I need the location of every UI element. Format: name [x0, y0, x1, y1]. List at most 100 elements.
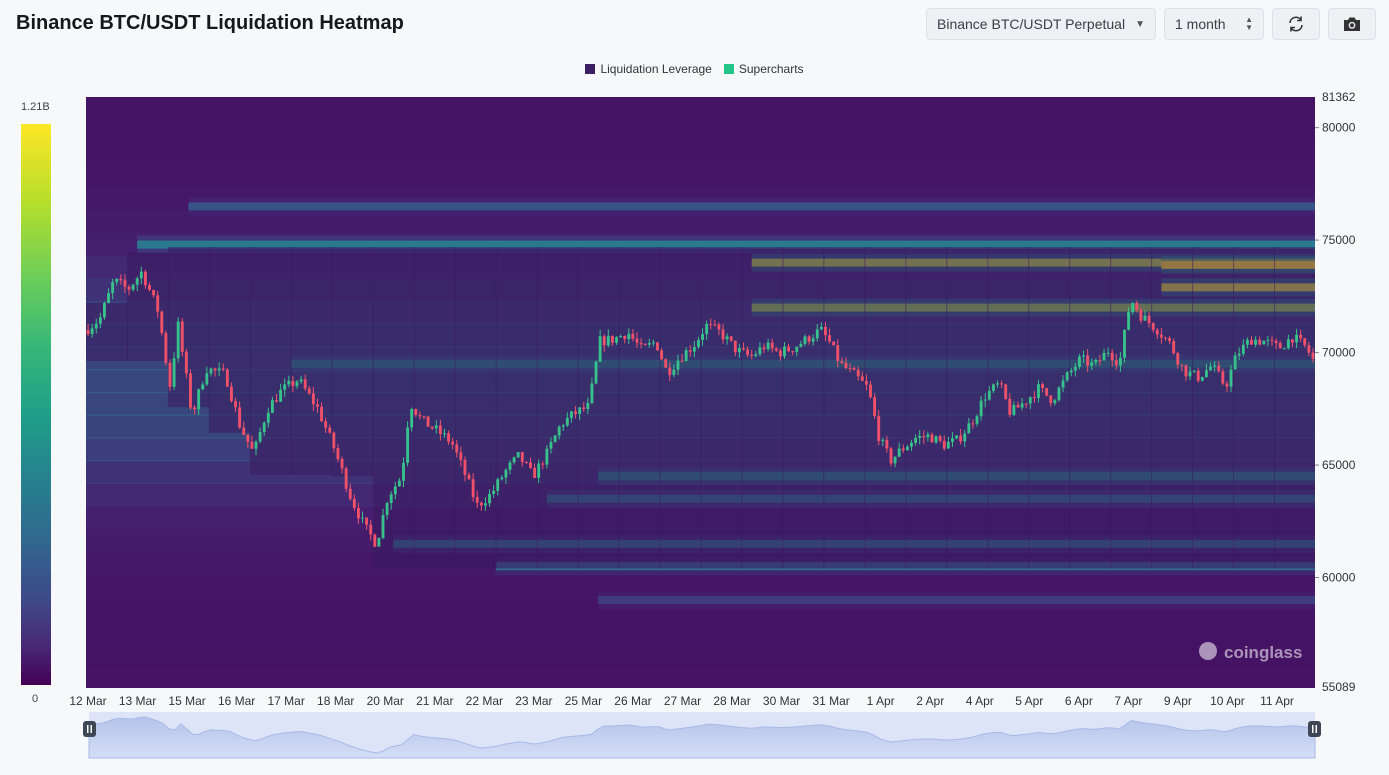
candle-body	[1020, 403, 1024, 408]
cleared-zone	[618, 247, 661, 569]
candle-body	[348, 488, 352, 499]
x-tick-label: 27 Mar	[664, 694, 701, 708]
candle-body	[844, 362, 848, 369]
cleared-zone	[372, 247, 415, 569]
candle-body	[119, 278, 123, 281]
candle-body	[598, 336, 602, 362]
candle-body	[1184, 365, 1188, 377]
y-axis: 81362 55089 80000 75000 70000 65000 60000	[1315, 90, 1356, 694]
time-navigator[interactable]	[83, 712, 1321, 759]
legend-item-supercharts[interactable]: Supercharts	[723, 62, 804, 76]
candle-body	[729, 336, 733, 341]
candle-body	[1192, 370, 1196, 372]
refresh-icon	[1289, 16, 1303, 32]
candle-body	[713, 324, 717, 326]
candle-body	[483, 503, 487, 506]
candle-body	[615, 337, 618, 343]
navigator-right-handle[interactable]	[1308, 721, 1321, 737]
candle-body	[631, 333, 635, 339]
x-tick-label: 20 Mar	[367, 694, 404, 708]
cleared-zone	[249, 247, 292, 475]
heatmap-glow	[86, 119, 1315, 144]
candle-body	[606, 335, 610, 346]
candle-body	[168, 362, 172, 387]
candle-body	[164, 332, 168, 363]
candle-body	[1291, 339, 1294, 343]
candle-body	[549, 442, 553, 449]
candle-body	[516, 452, 520, 458]
candle-body	[766, 342, 770, 350]
x-tick-label: 15 Mar	[168, 694, 205, 708]
candle-body	[926, 434, 930, 438]
x-tick-label: 11 Apr	[1260, 694, 1294, 708]
candle-body	[94, 323, 98, 329]
candle-body	[512, 457, 516, 463]
candle-body	[737, 348, 741, 353]
cleared-zone	[290, 247, 333, 475]
caret-down-icon: ▼	[1135, 18, 1145, 30]
candle-body	[742, 348, 745, 350]
candle-body	[668, 367, 672, 376]
candle-body	[803, 336, 807, 344]
candle-body	[664, 359, 668, 368]
candle-body	[651, 342, 655, 344]
refresh-button[interactable]	[1272, 8, 1320, 40]
screenshot-button[interactable]	[1328, 8, 1376, 40]
candle-body	[1209, 366, 1212, 371]
candle-body	[434, 425, 438, 429]
candle-body	[836, 345, 840, 362]
candle-body	[672, 369, 676, 376]
candle-body	[1147, 315, 1151, 324]
candle-body	[426, 416, 430, 427]
candle-body	[1245, 339, 1249, 345]
candle-body	[967, 423, 971, 434]
candle-body	[361, 517, 364, 519]
candle-body	[811, 338, 815, 342]
candle-body	[262, 422, 266, 433]
candle-body	[520, 452, 524, 463]
candle-body	[455, 444, 459, 453]
x-tick-label: 6 Apr	[1065, 694, 1093, 708]
candle-body	[574, 411, 577, 415]
candle-body	[287, 380, 291, 385]
candle-body	[1221, 371, 1225, 384]
heatmap-plot-area[interactable]	[86, 96, 1316, 688]
candle-body	[717, 324, 721, 330]
cleared-zone	[1192, 247, 1235, 569]
x-tick-label: 12 Mar	[69, 694, 106, 708]
x-tick-label: 17 Mar	[267, 694, 304, 708]
pair-select[interactable]: Binance BTC/USDT Perpetual ▼	[926, 8, 1156, 40]
legend-item-liquidation-leverage[interactable]: Liquidation Leverage	[585, 62, 712, 76]
navigator-left-handle[interactable]	[83, 721, 96, 737]
candle-body	[266, 412, 270, 423]
candle-body	[570, 411, 573, 418]
candle-body	[1299, 334, 1303, 339]
candle-body	[1127, 312, 1131, 330]
candle-body	[1098, 359, 1102, 361]
candle-body	[787, 346, 791, 352]
candle-body	[647, 342, 651, 345]
legend-swatch	[585, 64, 596, 74]
candle-body	[291, 380, 295, 387]
candle-body	[1196, 370, 1200, 381]
heatmap-glow	[86, 619, 1315, 644]
candle-body	[492, 490, 496, 494]
candle-body	[934, 436, 938, 443]
candle-body	[860, 376, 864, 381]
candle-body	[885, 439, 889, 449]
candle-body	[316, 404, 319, 407]
candle-body	[397, 480, 401, 487]
candle-body	[1082, 355, 1085, 357]
candle-body	[1303, 338, 1307, 346]
x-tick-label: 23 Mar	[515, 694, 552, 708]
candle-body	[131, 284, 135, 290]
candle-body	[123, 280, 127, 287]
candle-body	[303, 379, 307, 389]
candle-body	[307, 388, 311, 394]
candle-body	[1164, 337, 1167, 339]
candle-body	[795, 346, 799, 352]
period-select[interactable]: 1 month ▲ ▼	[1164, 8, 1264, 40]
candle-body	[1012, 405, 1016, 415]
candle-body	[774, 348, 778, 351]
